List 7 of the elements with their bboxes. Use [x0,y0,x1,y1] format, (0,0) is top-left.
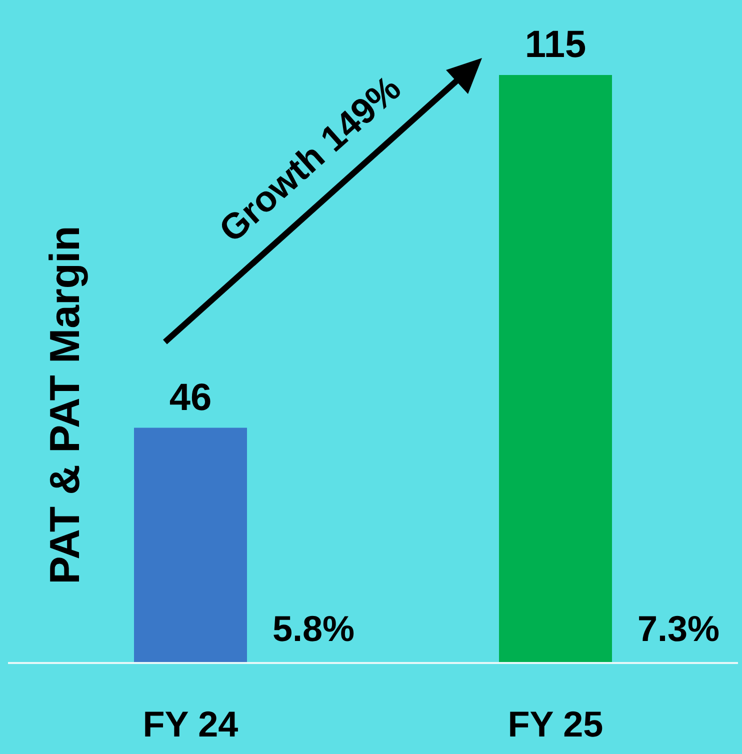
y-axis-title: PAT & PAT Margin [41,226,89,584]
annotation: 5.8% [272,608,355,649]
x-tick-label: FY 24 [142,704,238,745]
data-label: 46 [169,376,212,419]
x-tick-label: FY 25 [508,704,604,745]
data-label: 115 [524,24,586,66]
annotation: 7.3% [638,608,720,649]
